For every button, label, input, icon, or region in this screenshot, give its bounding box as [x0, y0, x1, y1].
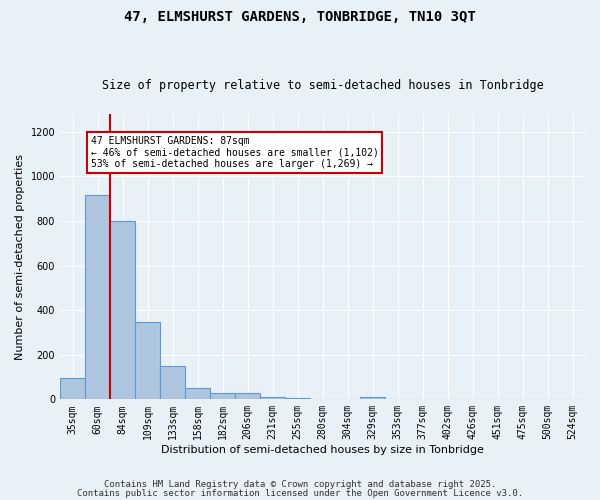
- Text: 47 ELMSHURST GARDENS: 87sqm
← 46% of semi-detached houses are smaller (1,102)
53: 47 ELMSHURST GARDENS: 87sqm ← 46% of sem…: [91, 136, 379, 170]
- Bar: [360, 397, 385, 400]
- Text: Contains public sector information licensed under the Open Government Licence v3: Contains public sector information licen…: [77, 488, 523, 498]
- Title: Size of property relative to semi-detached houses in Tonbridge: Size of property relative to semi-detach…: [101, 79, 544, 92]
- Bar: [110, 221, 135, 400]
- Bar: [160, 366, 185, 400]
- Bar: [235, 393, 260, 400]
- Text: 47, ELMSHURST GARDENS, TONBRIDGE, TN10 3QT: 47, ELMSHURST GARDENS, TONBRIDGE, TN10 3…: [124, 10, 476, 24]
- Bar: [285, 398, 310, 400]
- Text: Contains HM Land Registry data © Crown copyright and database right 2025.: Contains HM Land Registry data © Crown c…: [104, 480, 496, 489]
- Bar: [85, 196, 110, 400]
- Bar: [60, 378, 85, 400]
- Bar: [210, 392, 235, 400]
- Bar: [135, 322, 160, 400]
- X-axis label: Distribution of semi-detached houses by size in Tonbridge: Distribution of semi-detached houses by …: [161, 445, 484, 455]
- Bar: [260, 396, 285, 400]
- Y-axis label: Number of semi-detached properties: Number of semi-detached properties: [15, 154, 25, 360]
- Bar: [185, 388, 210, 400]
